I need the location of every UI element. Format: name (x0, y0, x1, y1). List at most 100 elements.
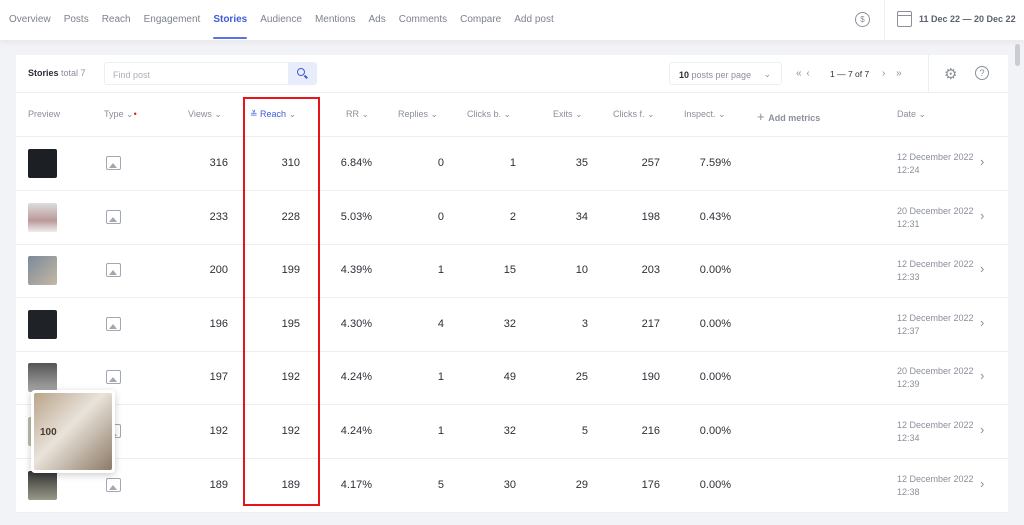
date-text: 20 December 2022 (897, 205, 974, 216)
first-prev-page-icons[interactable]: « ‹ (796, 68, 811, 79)
per-page-label: posts per page (691, 70, 752, 80)
cell-views: 197 (209, 371, 228, 384)
story-thumbnail[interactable] (28, 256, 57, 286)
table-row[interactable]: 189 189 4.17% 5 30 29 176 0.00% 12 December 2022… (16, 459, 1008, 513)
cell-reach: 228 (281, 210, 300, 223)
tab-audience[interactable]: Audience (260, 14, 302, 25)
cell-clicks-b: 32 (503, 425, 516, 437)
date-text: 20 December 2022 (897, 366, 974, 377)
tab-overview[interactable]: Overview (9, 14, 51, 25)
tab-add-post[interactable]: Add post (514, 14, 554, 25)
cell-views: 200 (209, 264, 228, 277)
search-button[interactable] (288, 62, 317, 85)
column-header-type[interactable]: Type ⌄• (104, 109, 137, 120)
header-label: Replies (398, 109, 429, 119)
column-header-preview[interactable]: Preview (28, 109, 60, 119)
column-header-clicks-b[interactable]: Clicks b. ⌄ (467, 109, 511, 120)
cell-exits: 5 (581, 425, 588, 437)
cell-exits: 10 (575, 264, 588, 277)
date-text: 12 December 2022 (897, 473, 974, 484)
tab-reach[interactable]: Reach (101, 14, 131, 25)
time-text: 12:31 (897, 218, 920, 229)
cell-clicks-b: 2 (509, 210, 516, 223)
table-row[interactable]: 200 199 4.39% 1 15 10 203 0.00% 12 December 2022… (16, 244, 1008, 299)
chevron-down-icon: ⌄ (211, 109, 222, 119)
column-header-reach[interactable]: ≚ Reach ⌄ (250, 109, 296, 120)
top-nav: Overview Posts Reach Engagement Stories Audie… (0, 0, 1024, 40)
cell-clicks-f: 203 (641, 264, 660, 277)
tab-comments[interactable]: Comments (398, 14, 448, 25)
tab-posts[interactable]: Posts (63, 14, 89, 25)
gear-icon[interactable]: ⚙ (944, 66, 958, 83)
per-page-value: 10 (679, 70, 690, 80)
header-label: Views (188, 109, 212, 119)
tab-mentions[interactable]: Mentions (314, 14, 356, 25)
cell-inspect: 0.00% (699, 371, 731, 384)
cell-rr: 4.39% (340, 264, 372, 277)
story-thumbnail[interactable] (28, 149, 57, 178)
column-header-exits[interactable]: Exits ⌄ (553, 109, 583, 120)
cell-views: 196 (209, 317, 228, 330)
chevron-down-icon: ⌄ (501, 109, 512, 119)
cell-replies: 1 (437, 371, 444, 384)
column-header-inspect[interactable]: Inspect. ⌄ (684, 109, 726, 120)
header-label: Clicks f. (613, 109, 645, 119)
cell-views: 189 (209, 478, 228, 491)
table-row[interactable]: 233 228 5.03% 0 2 34 198 0.43% 20 December 2022 1… (16, 191, 1008, 245)
column-header-rr[interactable]: RR ⌄ (346, 109, 369, 120)
per-page-select[interactable]: 10 posts per page ⌄ (669, 62, 782, 85)
table-row[interactable]: 192 192 4.24% 1 32 5 216 0.00% 12 December 2022 1… (16, 405, 1008, 459)
table-row[interactable]: 197 192 4.24% 1 49 25 190 0.00% 20 December 2022… (16, 351, 1008, 406)
cell-replies: 5 (437, 478, 444, 491)
header-label: Reach (260, 109, 287, 119)
dollar-circle-icon[interactable]: $ (855, 12, 870, 27)
cell-clicks-b: 49 (503, 371, 516, 384)
toolbar: Stories total 7 Find post 10 posts per p… (16, 55, 1008, 93)
table-row[interactable]: 316 310 6.84% 0 1 35 257 7.59% 12 December 2022 1… (16, 137, 1008, 191)
column-header-add-metrics[interactable]: + Add metrics (757, 109, 820, 124)
cell-clicks-f: 198 (641, 210, 660, 223)
next-last-page-icons[interactable]: › » (882, 68, 906, 79)
story-thumbnail[interactable] (28, 363, 57, 393)
header-label: Type (104, 109, 124, 119)
column-header-date[interactable]: Date ⌄ (897, 109, 926, 120)
story-thumbnail[interactable] (28, 470, 57, 500)
chevron-right-icon[interactable]: › (980, 154, 985, 169)
cell-reach: 189 (281, 478, 300, 491)
header-label: Preview (28, 109, 61, 119)
cell-clicks-f: 217 (641, 317, 660, 330)
help-icon[interactable]: ? (975, 66, 989, 80)
cell-exits: 3 (581, 317, 588, 330)
chevron-right-icon[interactable]: › (980, 422, 985, 437)
scrollbar[interactable] (1015, 44, 1020, 66)
table-row[interactable]: 196 195 4.30% 4 32 3 217 0.00% 12 December 2022 1… (16, 298, 1008, 352)
column-header-clicks-f[interactable]: Clicks f. ⌄ (613, 109, 655, 120)
chevron-down-icon: ⌄ (572, 109, 583, 119)
column-header-replies[interactable]: Replies ⌄ (398, 109, 438, 120)
cell-exits: 35 (575, 157, 588, 169)
reach-column-highlight (243, 97, 320, 506)
chevron-down-icon: ⌄ (359, 109, 370, 119)
tab-stories[interactable]: Stories (213, 0, 247, 40)
tab-compare[interactable]: Compare (460, 14, 502, 25)
cell-views: 316 (209, 157, 228, 169)
chevron-right-icon[interactable]: › (980, 475, 985, 491)
story-thumbnail[interactable] (28, 309, 57, 339)
cell-reach: 199 (281, 264, 300, 277)
cell-reach: 192 (281, 371, 300, 384)
tab-ads[interactable]: Ads (368, 14, 386, 25)
cell-rr: 4.30% (340, 317, 372, 330)
chevron-right-icon[interactable]: › (980, 261, 985, 277)
tab-engagement[interactable]: Engagement (143, 14, 201, 25)
cell-date: 12 December 2022 12:33 (897, 258, 974, 284)
chevron-right-icon[interactable]: › (980, 368, 985, 384)
search-input[interactable]: Find post (104, 62, 294, 85)
date-range[interactable]: 11 Dec 22 — 20 Dec 22 (919, 14, 1016, 24)
column-header-views[interactable]: Views ⌄ (188, 109, 222, 120)
cell-clicks-b: 1 (509, 157, 516, 169)
calendar-icon[interactable] (897, 11, 912, 27)
chevron-right-icon[interactable]: › (980, 314, 985, 330)
cell-rr: 5.03% (340, 210, 372, 223)
story-thumbnail[interactable] (28, 202, 57, 232)
chevron-right-icon[interactable]: › (980, 207, 985, 223)
